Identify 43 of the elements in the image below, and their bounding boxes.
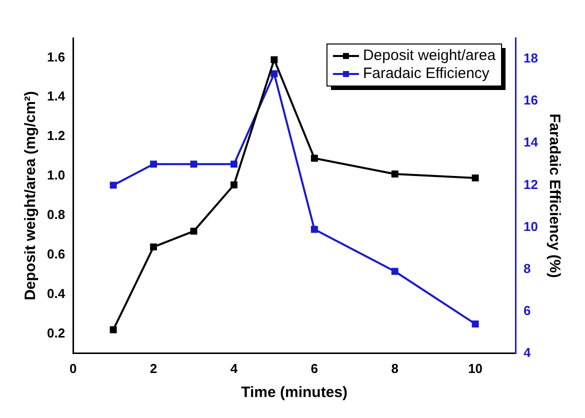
x-tick-label: 0 bbox=[69, 360, 77, 376]
y-axis-title: Deposit weight/area (mg/cm²) bbox=[22, 91, 40, 300]
point bbox=[270, 70, 278, 78]
x-tick-label: 10 bbox=[468, 360, 483, 376]
y-tick-label: 1.0 bbox=[46, 168, 66, 183]
y2-tick-label: 14 bbox=[524, 134, 539, 150]
y-tick-label: 1.2 bbox=[46, 128, 66, 144]
x-tick-label: 6 bbox=[310, 360, 318, 376]
x-axis-title: Time (minutes) bbox=[241, 384, 348, 402]
point bbox=[391, 268, 398, 275]
y2-tick-label: 18 bbox=[524, 50, 538, 66]
point bbox=[110, 326, 117, 334]
point bbox=[150, 243, 157, 250]
y2-tick-label: 6 bbox=[524, 302, 531, 318]
y-tick-label: 0.8 bbox=[46, 206, 66, 222]
x-tick-label: 2 bbox=[150, 360, 158, 376]
point bbox=[391, 170, 398, 178]
x-tick-label: 8 bbox=[391, 360, 398, 376]
point bbox=[190, 228, 198, 235]
y2-tick-label: 10 bbox=[524, 218, 538, 234]
point bbox=[310, 154, 318, 162]
x-tick-label: 4 bbox=[230, 360, 238, 376]
y-tick-label: 0.2 bbox=[46, 325, 66, 340]
point bbox=[150, 160, 157, 168]
point bbox=[310, 226, 318, 233]
y-tick-label: 0.6 bbox=[46, 246, 66, 262]
y2-axis-title: Faradaic Efficiency (%) bbox=[546, 114, 563, 278]
legend-label: Deposit weight/area bbox=[362, 47, 496, 64]
y-tick-label: 1.6 bbox=[46, 49, 66, 64]
point bbox=[230, 181, 238, 188]
y2-tick-label: 12 bbox=[524, 176, 538, 192]
point bbox=[472, 320, 479, 328]
point bbox=[110, 182, 117, 189]
point bbox=[190, 160, 198, 168]
y2-tick-label: 8 bbox=[524, 260, 531, 276]
y-tick-label: 0.4 bbox=[46, 286, 66, 301]
y2-tick-label: 4 bbox=[524, 344, 532, 360]
y-tick-label: 1.4 bbox=[46, 88, 66, 104]
point bbox=[472, 174, 479, 182]
point bbox=[230, 160, 238, 168]
y2-tick-label: 16 bbox=[524, 92, 538, 108]
legend-label: Faradaic Efficiency bbox=[362, 65, 490, 82]
point bbox=[270, 56, 278, 64]
